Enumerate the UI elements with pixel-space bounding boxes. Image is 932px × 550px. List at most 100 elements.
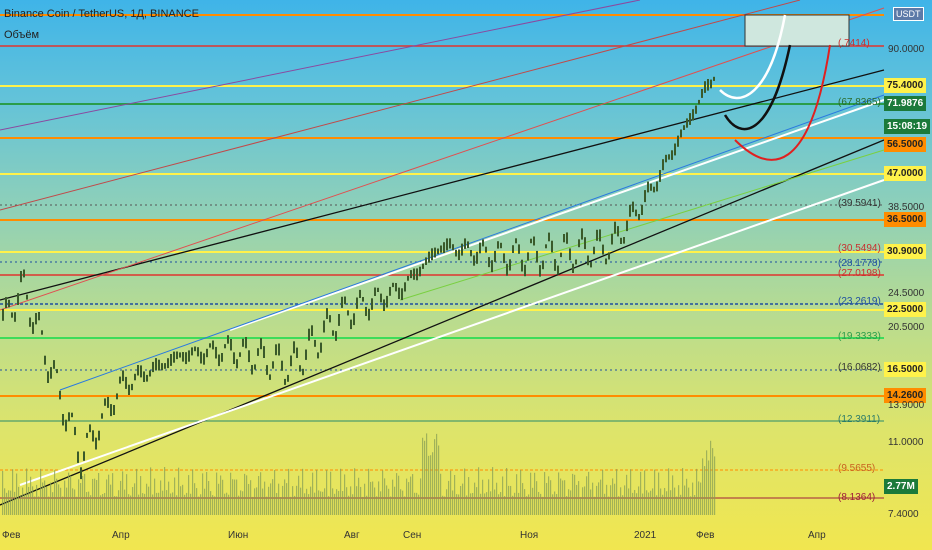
volume-bar xyxy=(392,479,394,515)
candle xyxy=(2,308,4,321)
candle xyxy=(185,352,187,365)
candle xyxy=(338,314,340,326)
volume-bar xyxy=(320,491,322,515)
volume-bar xyxy=(198,496,200,515)
volume-bar xyxy=(408,482,410,515)
candle xyxy=(203,353,205,365)
candle xyxy=(488,257,490,268)
volume-bar xyxy=(186,492,188,515)
volume-bar xyxy=(56,478,58,515)
candle xyxy=(56,369,58,374)
volume-bar xyxy=(60,487,62,515)
volume-bar xyxy=(130,495,132,515)
volume-bar xyxy=(286,483,288,515)
volume-bar xyxy=(306,488,308,515)
volume-bar xyxy=(666,491,668,515)
volume-bar xyxy=(662,494,664,515)
candle xyxy=(620,237,622,244)
price-badge: 22.5000 xyxy=(884,302,927,317)
volume-bar xyxy=(698,481,700,515)
volume-bar xyxy=(88,491,90,515)
volume-bar xyxy=(702,458,704,515)
candle xyxy=(524,264,526,277)
volume-bar xyxy=(214,496,216,515)
volume-bar xyxy=(504,496,506,515)
volume-bar xyxy=(238,495,240,515)
volume-bar xyxy=(380,491,382,515)
candle xyxy=(98,430,100,441)
volume-bar xyxy=(296,485,298,515)
volume-bar xyxy=(454,475,456,515)
volume-bar xyxy=(456,494,458,515)
volume-bar xyxy=(416,492,418,515)
candle xyxy=(506,263,508,276)
volume-bar xyxy=(450,470,452,515)
candle xyxy=(410,270,412,279)
candle xyxy=(287,374,289,382)
candle xyxy=(674,143,676,156)
candle xyxy=(614,221,616,234)
candle xyxy=(530,238,532,244)
candle xyxy=(590,262,592,268)
volume-bar xyxy=(166,490,168,515)
volume-bar xyxy=(14,491,16,515)
volume-bar xyxy=(414,492,416,515)
volume-bar xyxy=(92,478,94,515)
volume-bar xyxy=(556,494,558,515)
volume-bar xyxy=(342,491,344,515)
target-zone-box xyxy=(744,14,850,47)
candle xyxy=(563,234,565,243)
candle xyxy=(689,113,691,125)
candle xyxy=(191,347,193,356)
volume-bar xyxy=(490,491,492,515)
volume-bar xyxy=(578,481,580,515)
candle xyxy=(638,214,640,221)
volume-bar xyxy=(696,468,698,515)
volume-bar xyxy=(710,440,712,515)
candle xyxy=(215,346,217,359)
volume-bar xyxy=(356,486,358,515)
volume-bar xyxy=(452,490,454,515)
volume-bar xyxy=(520,469,522,515)
candle xyxy=(377,287,379,292)
candle xyxy=(479,242,481,254)
volume-bar xyxy=(114,496,116,515)
candle xyxy=(284,378,286,385)
candle xyxy=(710,79,712,89)
volume-indicator-label[interactable]: Объём xyxy=(4,29,40,41)
volume-bar xyxy=(282,485,284,515)
volume-bar xyxy=(440,473,442,515)
volume-bar xyxy=(344,474,346,515)
volume-bar xyxy=(388,488,390,515)
volume-bar xyxy=(706,450,708,515)
volume-bar xyxy=(694,495,696,515)
symbol-title[interactable]: Binance Coin / TetherUS, 1Д, BINANCE xyxy=(4,8,199,20)
candle xyxy=(626,220,628,232)
volume-bar xyxy=(102,493,104,515)
date-tick-label: Сен xyxy=(403,530,422,541)
candle xyxy=(53,360,55,369)
volume-bar xyxy=(468,477,470,515)
volume-bar xyxy=(644,470,646,515)
volume-bar xyxy=(210,491,212,515)
candle xyxy=(80,467,82,480)
channel-line xyxy=(0,69,885,301)
volume-bar xyxy=(444,496,446,515)
volume-bar xyxy=(634,489,636,515)
volume-bar xyxy=(682,468,684,515)
currency-badge[interactable]: USDT xyxy=(893,7,924,21)
candle xyxy=(605,258,607,265)
volume-bar xyxy=(362,496,364,515)
volume-bar xyxy=(80,483,82,515)
candle xyxy=(107,396,109,408)
volume-bar xyxy=(140,476,142,515)
volume-bar xyxy=(324,488,326,515)
volume-bar xyxy=(588,471,590,515)
volume-bar xyxy=(514,492,516,515)
candle xyxy=(629,204,631,217)
volume-bar xyxy=(412,474,414,515)
candle xyxy=(413,268,415,280)
volume-bar xyxy=(254,488,256,515)
candle xyxy=(311,325,313,336)
